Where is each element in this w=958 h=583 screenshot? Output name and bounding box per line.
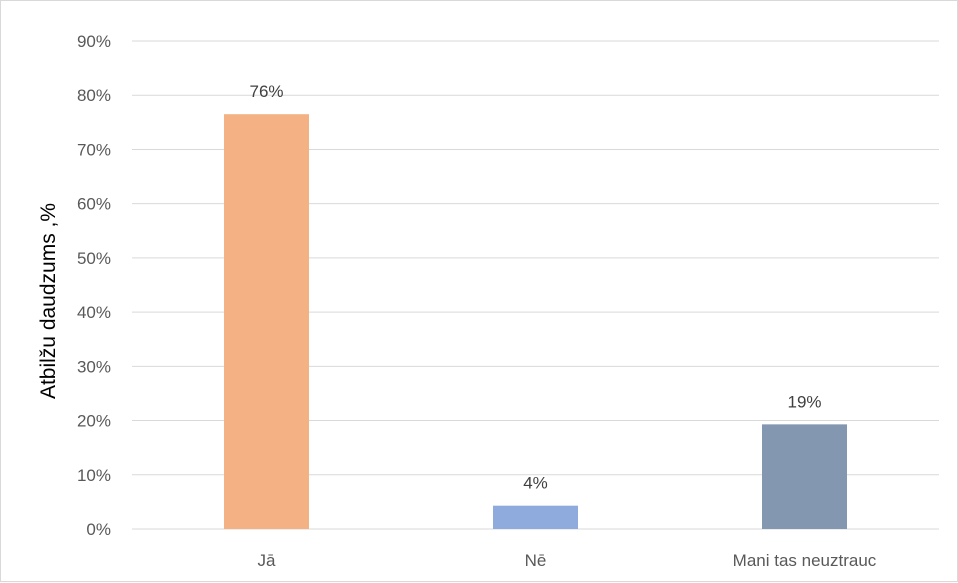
y-tick-label: 10% <box>77 466 111 485</box>
data-labels: 76% 4% 19% <box>249 82 821 492</box>
data-label: 19% <box>787 392 821 411</box>
y-tick-label: 60% <box>77 195 111 214</box>
y-tick-label: 40% <box>77 303 111 322</box>
bars <box>224 114 847 529</box>
bar <box>762 424 847 529</box>
y-tick-label: 70% <box>77 140 111 159</box>
bar <box>493 505 578 529</box>
y-tick-label: 50% <box>77 249 111 268</box>
y-tick-label: 30% <box>77 357 111 376</box>
y-tick-label: 80% <box>77 86 111 105</box>
y-tick-label: 20% <box>77 412 111 431</box>
data-label: 4% <box>523 474 548 493</box>
x-tick-label: Nē <box>525 551 547 570</box>
bar <box>224 114 309 529</box>
y-axis-ticks: 0% 10% 20% 30% 40% 50% 60% 70% 80% 90% <box>77 32 111 539</box>
x-tick-label: Mani tas neuztrauc <box>733 551 877 570</box>
x-axis-ticks: Jā Nē Mani tas neuztrauc <box>258 551 877 570</box>
data-label: 76% <box>249 82 283 101</box>
y-tick-label: 90% <box>77 32 111 51</box>
y-axis-title: Atbilžu daudzums ,% <box>37 203 60 399</box>
x-tick-label: Jā <box>258 551 277 570</box>
y-tick-label: 0% <box>86 520 111 539</box>
